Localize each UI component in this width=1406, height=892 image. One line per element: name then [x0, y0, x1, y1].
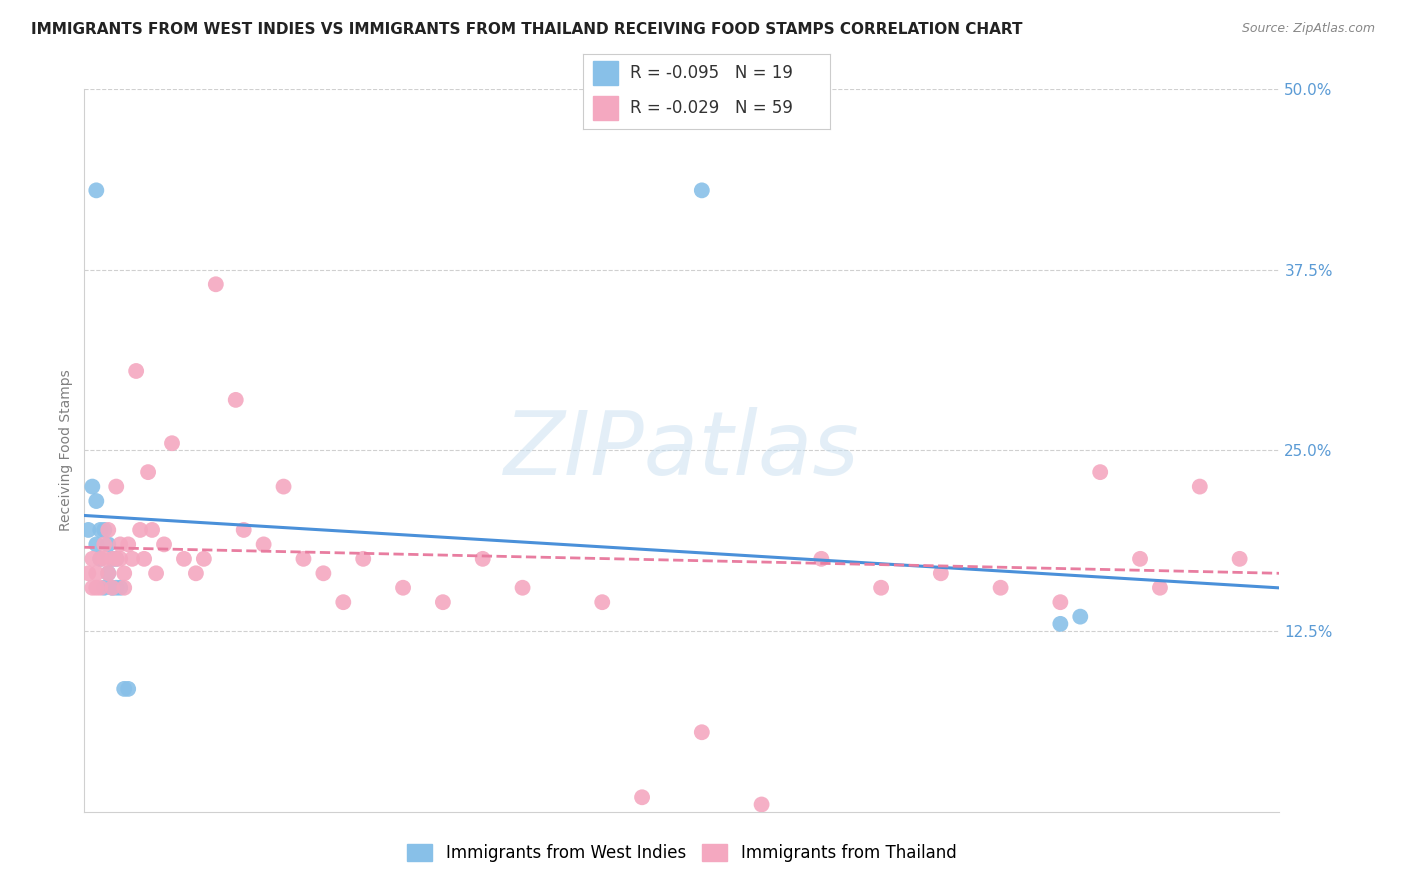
Point [86, 566, 108, 581]
Point [101, 551, 124, 566]
Point [93, 581, 115, 595]
Point [432, 595, 454, 609]
Point [273, 480, 295, 494]
Point [97, 523, 120, 537]
Point [352, 551, 374, 566]
Point [101, 551, 124, 566]
Point [232, 523, 254, 537]
Point [690, 725, 713, 739]
Point [929, 566, 952, 581]
Point [86, 537, 108, 551]
Point [86, 581, 108, 595]
Point [160, 436, 183, 450]
Point [110, 537, 132, 551]
Point [870, 581, 893, 595]
Point [112, 581, 135, 595]
Point [129, 523, 152, 537]
Point [82, 581, 104, 595]
Point [93, 523, 115, 537]
Point [132, 551, 156, 566]
Point [97, 566, 120, 581]
Point [89, 551, 111, 566]
Point [591, 595, 613, 609]
Point [89, 551, 111, 566]
Point [117, 681, 139, 696]
Point [690, 183, 713, 197]
Point [512, 581, 534, 595]
Point [1229, 551, 1251, 566]
Point [117, 537, 139, 551]
Point [97, 566, 120, 581]
Point [110, 551, 132, 566]
Text: ZIPatlas: ZIPatlas [505, 408, 859, 493]
Point [392, 581, 415, 595]
Point [312, 566, 335, 581]
Point [1129, 551, 1152, 566]
Point [105, 551, 128, 566]
Point [1149, 581, 1171, 595]
Point [631, 790, 654, 805]
Text: IMMIGRANTS FROM WEST INDIES VS IMMIGRANTS FROM THAILAND RECEIVING FOOD STAMPS CO: IMMIGRANTS FROM WEST INDIES VS IMMIGRANT… [31, 22, 1022, 37]
Text: Source: ZipAtlas.com: Source: ZipAtlas.com [1241, 22, 1375, 36]
Point [136, 465, 159, 479]
Point [193, 551, 215, 566]
Point [173, 551, 195, 566]
Point [82, 480, 104, 494]
Point [105, 480, 128, 494]
Point [112, 681, 135, 696]
Y-axis label: Receiving Food Stamps: Receiving Food Stamps [59, 369, 73, 532]
Point [110, 581, 132, 595]
Point [810, 551, 832, 566]
Point [86, 183, 108, 197]
Point [82, 551, 104, 566]
Point [184, 566, 207, 581]
Point [205, 277, 228, 292]
Bar [593, 96, 619, 120]
Point [125, 364, 148, 378]
Point [93, 551, 115, 566]
Point [1049, 595, 1071, 609]
Point [253, 537, 276, 551]
Legend: Immigrants from West Indies, Immigrants from Thailand: Immigrants from West Indies, Immigrants … [401, 837, 963, 869]
Point [101, 581, 124, 595]
Point [1049, 616, 1071, 631]
Point [332, 595, 354, 609]
Point [97, 537, 120, 551]
Text: R = -0.095   N = 19: R = -0.095 N = 19 [630, 64, 793, 82]
Point [292, 551, 315, 566]
Point [93, 537, 115, 551]
Point [101, 581, 124, 595]
Point [145, 566, 167, 581]
Point [77, 566, 100, 581]
Point [471, 551, 494, 566]
Point [1069, 609, 1091, 624]
Point [141, 523, 163, 537]
Point [153, 537, 176, 551]
Point [105, 551, 128, 566]
Point [112, 566, 135, 581]
Point [751, 797, 773, 812]
Point [990, 581, 1012, 595]
Point [89, 581, 111, 595]
Point [77, 523, 100, 537]
Point [89, 523, 111, 537]
Text: R = -0.029   N = 59: R = -0.029 N = 59 [630, 99, 793, 117]
Point [1188, 480, 1211, 494]
Point [1090, 465, 1112, 479]
Point [86, 494, 108, 508]
Point [121, 551, 143, 566]
Point [105, 581, 128, 595]
Bar [593, 62, 619, 86]
Point [225, 392, 247, 407]
